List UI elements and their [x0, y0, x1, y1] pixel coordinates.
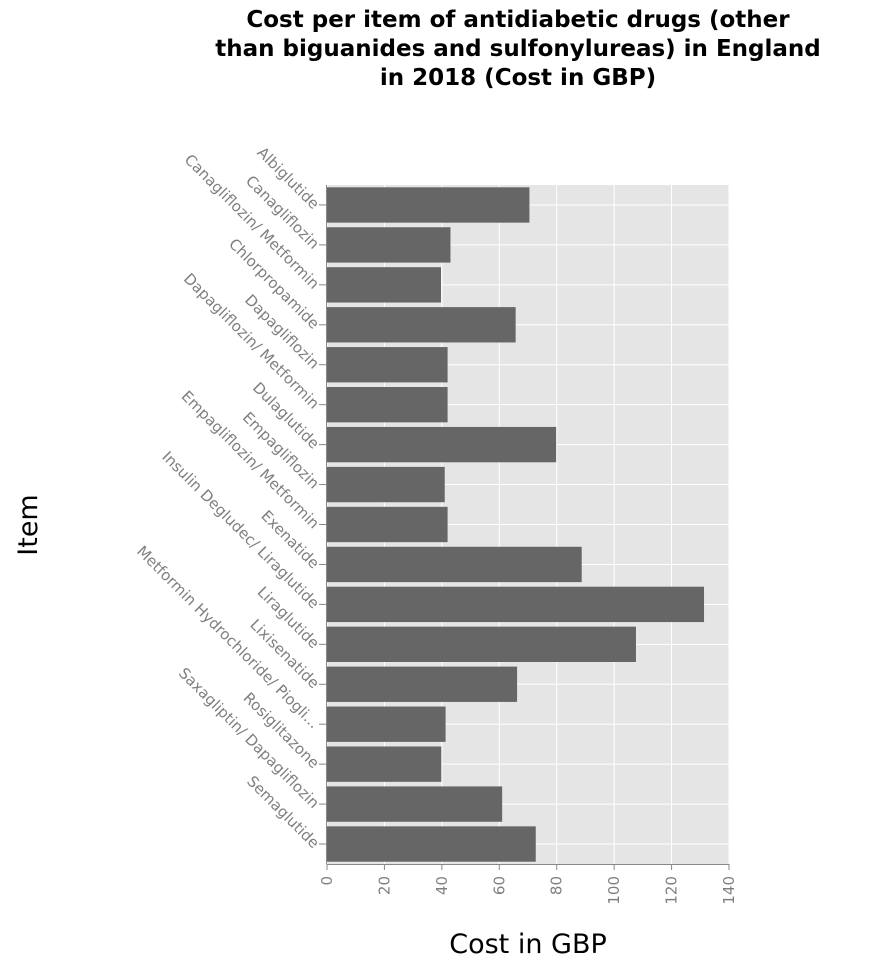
- x-tick-label: 80: [548, 876, 566, 895]
- bar: [327, 826, 536, 862]
- chart-title-line-3: in 2018 (Cost in GBP): [379, 65, 657, 91]
- x-tick-label: 60: [490, 876, 508, 895]
- bar: [327, 426, 557, 463]
- x-tick-label: 100: [605, 876, 623, 905]
- bars: [327, 187, 705, 862]
- bar: [327, 347, 448, 383]
- chart-title-line-1: Cost per item of antidiabetic drugs (oth…: [246, 7, 790, 33]
- x-tick-label: 20: [375, 876, 393, 895]
- bar: [327, 626, 636, 662]
- bar: [327, 666, 518, 702]
- x-axis: 0 20 40 60 80 100 120 140: [318, 864, 738, 905]
- x-tick-label: 0: [318, 876, 336, 886]
- bar: [327, 187, 530, 223]
- bar: [327, 466, 445, 503]
- bar: [327, 586, 705, 623]
- bar: [327, 746, 442, 782]
- bar: [327, 387, 448, 423]
- x-tick-label: 40: [433, 876, 451, 895]
- bar: [327, 706, 446, 742]
- bar: [327, 786, 503, 822]
- bar: [327, 506, 448, 543]
- x-axis-title: Cost in GBP: [449, 929, 607, 960]
- bar: [327, 546, 582, 583]
- x-tick-label: 120: [663, 876, 681, 905]
- bar: [327, 267, 441, 303]
- bar: [327, 227, 451, 263]
- bar: [327, 307, 516, 343]
- chart-title-line-2: than biguanides and sulfonylureas) in En…: [215, 36, 821, 62]
- x-tick-label: 140: [720, 876, 738, 905]
- chart-title: Cost per item of antidiabetic drugs (oth…: [160, 6, 876, 93]
- y-axis-title: Item: [13, 494, 44, 555]
